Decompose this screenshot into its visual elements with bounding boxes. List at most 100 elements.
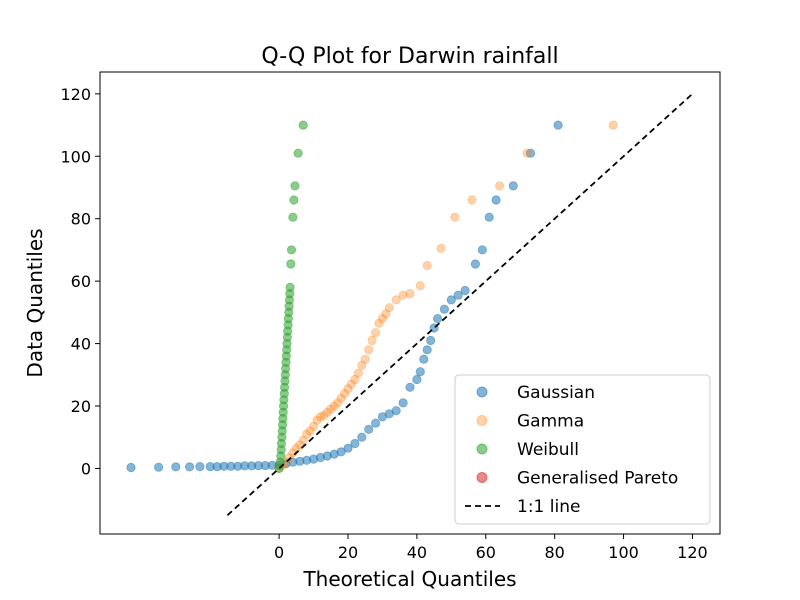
y-tick-label: 80 [71,210,91,229]
x-tick-label: 20 [338,543,358,562]
data-point [439,304,449,314]
x-tick-label: 40 [407,543,427,562]
data-point [364,424,374,434]
data-point [302,429,312,439]
data-point [415,367,425,377]
data-point [405,382,415,392]
data-point [312,415,322,425]
y-tick-label: 60 [71,272,91,291]
data-point [374,318,384,328]
series-weibull [274,120,308,473]
data-point [477,245,487,255]
x-axis-label: Theoretical Quantiles [302,567,516,591]
x-tick-label: 0 [274,543,284,562]
data-point [154,462,164,472]
y-tick-label: 100 [60,147,91,166]
y-axis-label: Data Quantiles [23,228,47,377]
data-point [422,260,432,271]
legend-label: Generalised Pareto [517,469,678,489]
data-point [553,120,563,130]
data-point [419,354,429,364]
data-point [377,313,387,324]
data-point [357,360,367,370]
legend-entry: Weibull [476,440,579,460]
data-point [491,195,501,205]
data-point [484,212,494,222]
data-point [289,195,299,205]
data-point [470,259,480,269]
x-axis: 0 20 40 60 80 100 120 [274,534,708,562]
data-point [333,398,343,408]
data-point [286,245,297,255]
data-point [293,148,303,158]
data-point [343,384,353,394]
data-point [171,462,181,472]
data-point [343,443,353,453]
data-point [288,212,298,222]
legend-label: Gamma [517,412,584,432]
reference-line [226,93,694,516]
data-point [308,421,319,431]
data-point [426,335,436,346]
y-tick-label: 40 [71,335,91,354]
data-point [391,406,401,416]
y-axis: 0 20 40 60 80 100 120 [60,85,100,478]
y-tick-label: 20 [71,397,91,416]
data-point [286,259,296,269]
data-point [364,345,374,355]
legend-entry: Gamma [476,412,584,432]
data-point [346,379,356,389]
data-point [453,290,463,300]
x-tick-label: 60 [476,543,496,562]
y-tick-label: 0 [81,459,91,478]
x-tick-label: 80 [544,543,564,562]
plot-area [126,93,694,516]
y-tick-label: 120 [60,85,91,104]
data-point [446,295,456,305]
data-point [508,181,518,191]
x-tick-label: 100 [608,543,639,562]
chart-title: Q-Q Plot for Darwin rainfall [261,44,558,69]
data-point [360,354,370,364]
legend-marker [476,472,488,483]
legend-entry: Gaussian [476,383,595,403]
data-point [305,426,315,436]
data-point [319,410,329,420]
data-point [391,295,401,305]
data-point [405,288,415,299]
data-point [412,374,422,385]
data-point [450,212,460,222]
data-point [522,148,532,158]
data-point [422,345,432,355]
legend-frame [454,374,711,525]
data-point [384,303,394,313]
legend-marker [476,443,488,455]
legend: Gaussian Gamma Weibull Generalised Pareto 1:… [454,374,711,525]
data-point [322,407,332,417]
x-tick-label: 120 [677,543,708,562]
legend-label: Weibull [517,440,579,460]
data-point [298,435,308,445]
data-point [339,388,350,399]
data-point [398,290,408,300]
data-point [436,243,446,253]
data-point [329,401,339,411]
data-point [370,418,381,428]
data-point [285,282,295,292]
series-gaussian [126,120,563,473]
data-point [195,461,205,472]
legend-entry: Generalised Pareto [476,469,678,489]
data-point [494,181,505,191]
series-gamma [274,120,618,473]
legend-entry: 1:1 line [465,497,580,517]
legend-marker [476,386,488,398]
legend-label: 1:1 line [517,497,580,517]
data-point [467,195,477,205]
data-point [315,412,325,422]
data-point [284,452,294,463]
data-point [350,438,360,449]
data-point [353,368,363,378]
data-point [185,462,195,472]
legend-label: Gaussian [517,383,595,403]
